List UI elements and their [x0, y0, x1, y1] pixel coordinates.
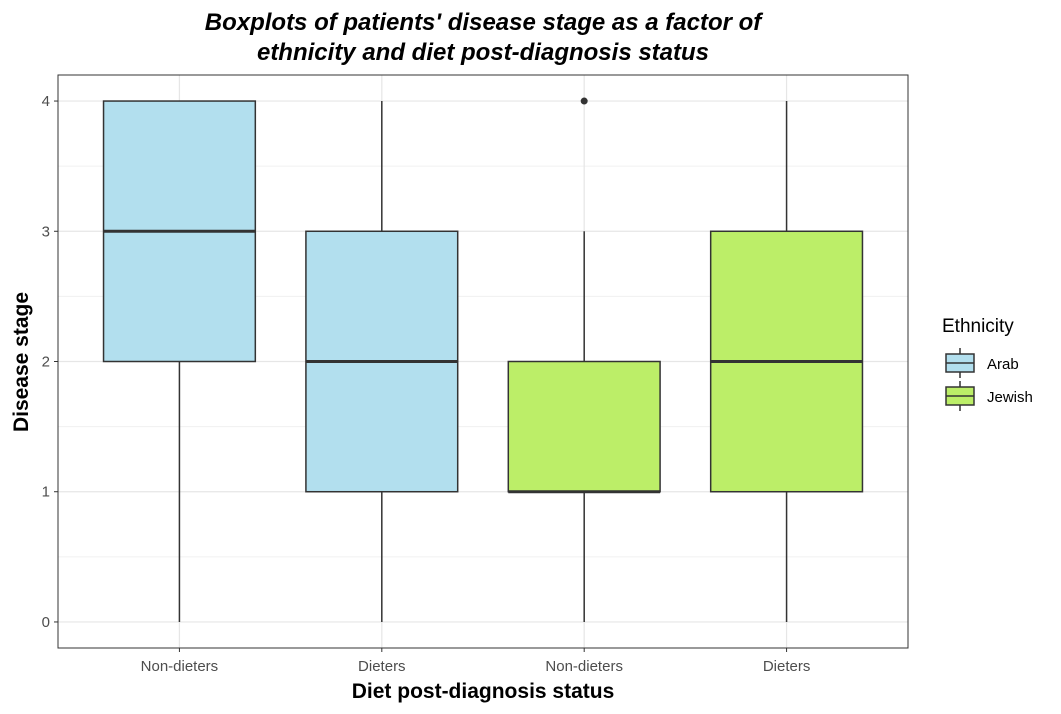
box-iqr [507, 360, 661, 493]
legend-label: Jewish [987, 389, 1033, 406]
box-arab-non-dieters [102, 100, 257, 622]
chart-title-line-2: ethnicity and diet post-diagnosis status [257, 39, 709, 66]
y-tick-label: 1 [42, 484, 50, 501]
legend-label: Arab [987, 356, 1019, 373]
y-tick-label: 4 [42, 93, 50, 110]
x-tick-label: Dieters [358, 658, 406, 675]
y-tick-label: 0 [42, 614, 50, 631]
legend: Ethnicity Arab Jewish [942, 316, 1033, 411]
x-tick-label: Non-dieters [141, 658, 219, 675]
boxes [102, 97, 864, 622]
box-arab-dieters [305, 101, 459, 622]
x-axis-label: Diet post-diagnosis status [352, 680, 615, 703]
outlier-point [580, 97, 588, 105]
x-tick-label: Dieters [763, 658, 811, 675]
legend-item-arab: Arab [945, 348, 1019, 378]
y-tick-label: 3 [42, 223, 50, 240]
x-tick-label: Non-dieters [545, 658, 623, 675]
box-jewish-non-dieters [507, 97, 661, 622]
y-tick-label: 2 [42, 354, 50, 371]
chart-title-line-1: Boxplots of patients' disease stage as a… [205, 9, 764, 36]
x-axis: Non-dieters Dieters Non-dieters Dieters [141, 648, 811, 675]
y-axis: 0 1 2 3 4 [42, 93, 58, 631]
legend-item-jewish: Jewish [945, 381, 1033, 411]
y-axis-label: Disease stage [10, 292, 33, 432]
legend-title: Ethnicity [942, 316, 1014, 337]
box-jewish-dieters [709, 101, 864, 622]
